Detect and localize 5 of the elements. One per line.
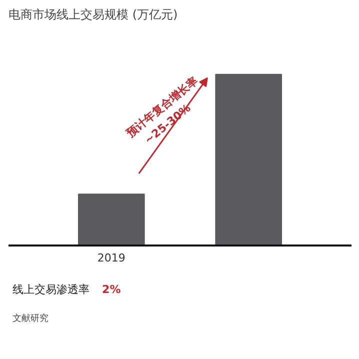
text: 2%	[102, 283, 121, 296]
text: 线上交易渗透率	[12, 283, 90, 296]
x-tick-label: 2019	[97, 251, 126, 264]
chart-title: 电商市场线上交易规模 (万亿元)	[8, 8, 178, 22]
text: 文献研究	[12, 312, 49, 324]
